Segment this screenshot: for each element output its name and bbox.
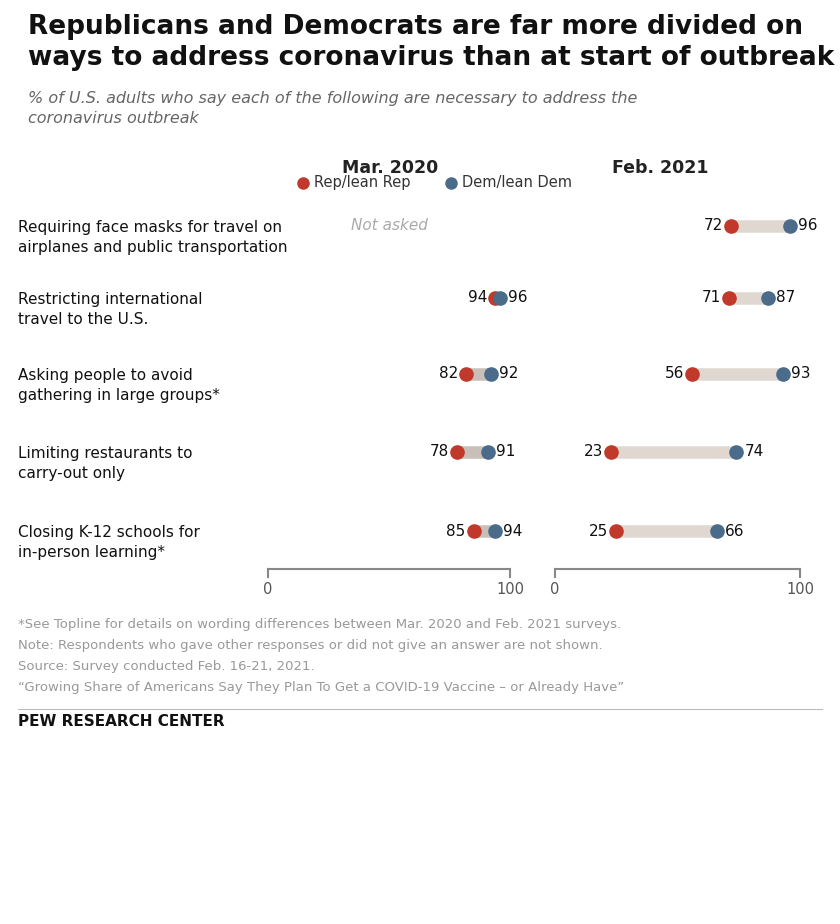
Text: 94: 94 [468,290,487,306]
Text: *See Topline for details on wording differences between Mar. 2020 and Feb. 2021 : *See Topline for details on wording diff… [18,618,621,631]
Text: 94: 94 [503,524,522,539]
Text: Asking people to avoid
gathering in large groups*: Asking people to avoid gathering in larg… [18,368,220,403]
Text: 93: 93 [790,367,811,382]
Text: 25: 25 [589,524,608,539]
Text: 87: 87 [776,290,795,306]
Text: Republicans and Democrats are far more divided on
ways to address coronavirus th: Republicans and Democrats are far more d… [28,14,834,71]
Text: % of U.S. adults who say each of the following are necessary to address the
coro: % of U.S. adults who say each of the fol… [28,91,638,126]
Text: 74: 74 [744,444,764,459]
Text: 96: 96 [798,218,817,234]
Text: 66: 66 [725,524,744,539]
Text: Requiring face masks for travel on
airplanes and public transportation: Requiring face masks for travel on airpl… [18,220,287,255]
Text: Limiting restaurants to
carry-out only: Limiting restaurants to carry-out only [18,446,192,480]
Text: 56: 56 [664,367,685,382]
Text: Note: Respondents who gave other responses or did not give an answer are not sho: Note: Respondents who gave other respons… [18,639,602,652]
Text: Mar. 2020: Mar. 2020 [342,159,438,177]
Text: “Growing Share of Americans Say They Plan To Get a COVID-19 Vaccine – or Already: “Growing Share of Americans Say They Pla… [18,681,624,694]
Text: 92: 92 [499,367,518,382]
Text: PEW RESEARCH CENTER: PEW RESEARCH CENTER [18,714,224,729]
Text: Feb. 2021: Feb. 2021 [612,159,708,177]
Text: 100: 100 [786,582,814,597]
Text: 78: 78 [429,444,449,459]
Text: Closing K-12 schools for
in-person learning*: Closing K-12 schools for in-person learn… [18,525,200,560]
Text: Dem/lean Dem: Dem/lean Dem [462,176,572,190]
Text: 0: 0 [550,582,559,597]
Text: 96: 96 [508,290,528,306]
Text: 82: 82 [439,367,459,382]
Text: Not asked: Not asked [350,218,428,234]
Text: Rep/lean Rep: Rep/lean Rep [314,176,411,190]
Text: 23: 23 [584,444,603,459]
Text: 72: 72 [704,218,723,234]
Text: Restricting international
travel to the U.S.: Restricting international travel to the … [18,292,202,327]
Text: 71: 71 [701,290,721,306]
Text: 91: 91 [496,444,516,459]
Text: 85: 85 [446,524,465,539]
Text: 100: 100 [496,582,524,597]
Text: 0: 0 [263,582,273,597]
Text: Source: Survey conducted Feb. 16-21, 2021.: Source: Survey conducted Feb. 16-21, 202… [18,660,315,673]
